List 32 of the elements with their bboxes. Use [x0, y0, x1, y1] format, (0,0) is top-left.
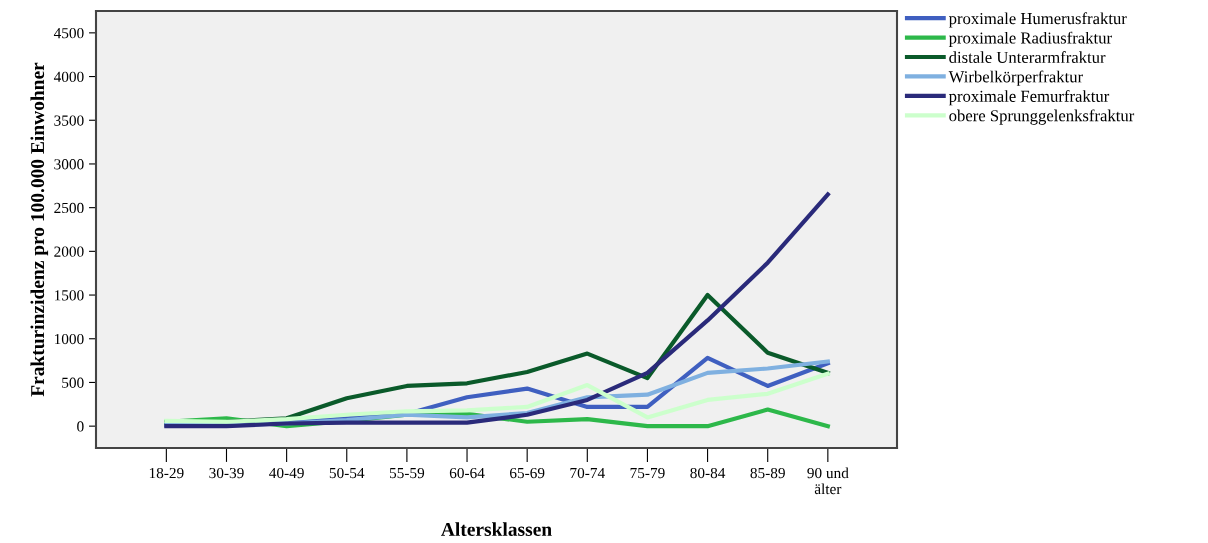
legend-label: proximale Femurfraktur — [948, 89, 1110, 106]
line-series — [164, 371, 830, 424]
x-tick-label: 85-89 — [750, 467, 785, 479]
legend-label: proximale Humerusfraktur — [948, 12, 1127, 28]
y-tick-label: 3500 — [54, 115, 84, 126]
legend-label: obere Sprunggelenksfraktur — [949, 109, 1135, 125]
x-tick-label: 18-29 — [149, 467, 184, 479]
y-tick-label: 4500 — [53, 27, 84, 39]
y-tick-label: 2000 — [54, 246, 84, 257]
x-tick-label: 50-54 — [329, 467, 365, 479]
y-tick-label: 0 — [77, 421, 84, 432]
legend-label: distale Unterarmfraktur — [949, 51, 1106, 63]
x-tick-label: 40-49 — [269, 467, 304, 479]
y-tick-label: 500 — [62, 377, 84, 388]
y-tick-label: 2500 — [54, 202, 84, 214]
y-tick-label: 1500 — [54, 290, 84, 301]
x-tick-label: 30-39 — [209, 467, 244, 479]
x-tick-label: 80-84 — [690, 467, 726, 479]
x-tick-label: 55-59 — [389, 467, 425, 479]
x-tick-label: 60-64 — [449, 467, 485, 479]
legend-label: Wirbelkörperfraktur — [948, 70, 1083, 86]
y-tick-label: 4000 — [53, 71, 84, 82]
x-tick-label: 90 und älter — [807, 467, 849, 495]
y-tick-label: 1000 — [54, 333, 84, 345]
x-tick-label: 75-79 — [630, 467, 665, 479]
x-tick-label: 65-69 — [510, 467, 545, 479]
x-axis-title: Altersklassen — [441, 522, 552, 536]
y-axis-title: Frakturinzidenz pro 100.000 Einwohner — [30, 62, 49, 397]
legend-label: proximale Radiusfraktur — [948, 31, 1112, 47]
x-tick-label: 70-74 — [570, 467, 605, 479]
y-tick-label: 3000 — [54, 159, 84, 170]
line-series — [164, 192, 830, 429]
